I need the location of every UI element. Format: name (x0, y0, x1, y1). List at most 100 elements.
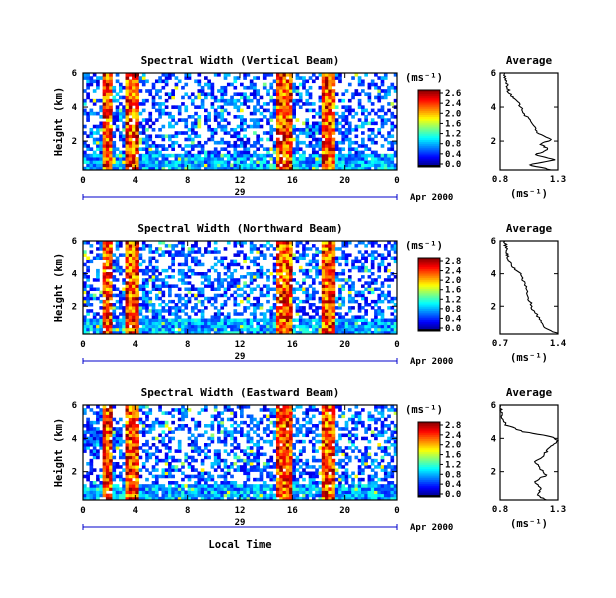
heatmap-cell (132, 115, 136, 119)
heatmap-cell (171, 455, 175, 460)
heatmap-cell (89, 496, 94, 501)
heatmap-cell (83, 281, 87, 285)
heatmap-cell (298, 256, 303, 260)
heatmap-cell (259, 153, 264, 158)
heatmap-cell (223, 124, 228, 129)
heatmap-cell (138, 312, 143, 316)
heatmap-cell (200, 324, 205, 329)
heatmap-cell (171, 73, 175, 77)
heatmap-cells (83, 73, 398, 171)
heatmap-cell (341, 324, 346, 329)
heatmap-cell (181, 275, 185, 279)
heatmap-cell (83, 449, 87, 453)
heatmap-cell (393, 256, 398, 260)
heatmap-cell (168, 153, 172, 158)
heatmap-cell (282, 253, 287, 257)
heatmap-cell (105, 324, 110, 329)
heatmap-cell (279, 259, 283, 264)
heatmap-cell (269, 131, 274, 135)
heatmap-cell (217, 124, 221, 129)
heatmap-cell (138, 321, 143, 326)
heatmap-cell (86, 153, 90, 158)
heatmap-cell (279, 490, 283, 495)
heatmap-cell (282, 465, 287, 469)
heatmap-cell (204, 121, 208, 126)
heatmap-cell (102, 484, 107, 488)
heatmap-cell (164, 284, 169, 288)
heatmap-cell (102, 324, 107, 329)
heatmap-cell (151, 420, 156, 425)
heatmap-cell (259, 468, 264, 472)
heatmap-cell (151, 102, 156, 106)
heatmap-cell (177, 131, 182, 135)
heatmap-cell (174, 303, 179, 307)
heatmap-cell (266, 278, 270, 282)
heatmap-cell (105, 85, 110, 90)
heatmap-cell (393, 296, 398, 301)
heatmap-cell (298, 98, 303, 103)
heatmap-cell (380, 118, 385, 122)
heatmap-cell (370, 140, 375, 145)
heatmap-cell (105, 157, 110, 161)
heatmap-cell (187, 127, 192, 132)
heatmap-cell (210, 95, 215, 100)
heatmap-cell (282, 268, 287, 273)
heatmap-cell (190, 166, 195, 171)
heatmap-cell (141, 76, 146, 80)
heatmap-cell (135, 105, 139, 109)
heatmap-cell (115, 474, 120, 479)
heatmap-cell (138, 140, 143, 145)
heatmap-cell (305, 321, 310, 326)
heatmap-cell (200, 303, 205, 307)
heatmap-cell (194, 490, 198, 495)
heatmap-cell (204, 487, 208, 491)
heatmap-cell (177, 490, 182, 495)
heatmap-cell (161, 490, 166, 495)
heatmap-cell (213, 256, 218, 260)
heatmap-cell (272, 296, 277, 301)
heatmap-cell (279, 321, 283, 326)
heatmap-cell (233, 259, 238, 264)
heatmap-cell (275, 330, 280, 335)
heatmap-cell (86, 293, 90, 298)
heatmap-cell (256, 102, 261, 106)
heatmap-cell (361, 121, 365, 126)
heatmap-cell (145, 321, 149, 326)
heatmap-cell (262, 405, 267, 409)
heatmap-cell (331, 98, 336, 103)
heatmap-cell (275, 436, 280, 441)
heatmap-cell (246, 462, 251, 466)
heatmap-cell (105, 244, 110, 248)
heatmap-cell (118, 477, 123, 482)
chart-title: Spectral Width (Eastward Beam) (141, 386, 340, 399)
heatmap-cell (92, 102, 97, 106)
heatmap-cell (370, 278, 375, 282)
colorbar-segment (418, 124, 440, 127)
heatmap-cell (138, 89, 143, 93)
heatmap-cell (184, 272, 189, 276)
heatmap-cell (174, 157, 179, 161)
heatmap-cell (122, 287, 126, 291)
heatmap-cell (177, 153, 182, 158)
heatmap-cell (285, 147, 290, 151)
heatmap-cell (125, 414, 130, 419)
heatmap-cell (132, 166, 136, 171)
heatmap-cell (351, 163, 355, 168)
heatmap-cell (262, 272, 267, 276)
heatmap-cell (197, 290, 202, 295)
heatmap-cell (138, 247, 143, 251)
heatmap-cell (128, 131, 133, 135)
heatmap-cell (154, 327, 159, 332)
heatmap-cell (187, 490, 192, 495)
heatmap-cell (331, 147, 336, 151)
heatmap-cell (295, 250, 300, 254)
heatmap-cell (298, 131, 303, 135)
heatmap-cell (154, 474, 159, 479)
heatmap-cell (200, 474, 205, 479)
heatmap-cell (262, 490, 267, 495)
heatmap-cell (311, 290, 316, 295)
heatmap-cell (184, 262, 189, 267)
heatmap-cell (187, 436, 192, 441)
heatmap-cell (275, 140, 280, 145)
heatmap-cell (338, 163, 342, 168)
